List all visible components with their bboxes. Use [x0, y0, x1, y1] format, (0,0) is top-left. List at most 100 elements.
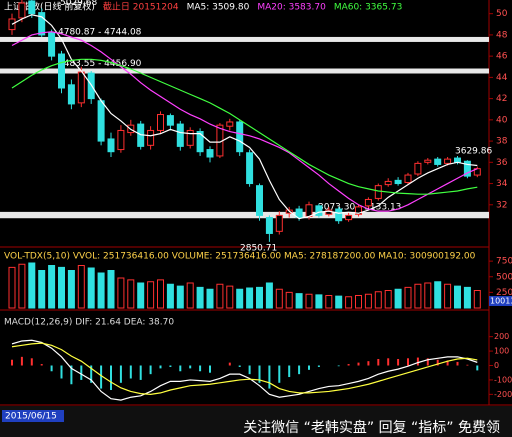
volume-bar	[236, 288, 244, 309]
candle-body	[305, 204, 313, 217]
candle-body	[176, 123, 184, 147]
volume-bar	[295, 293, 303, 309]
volume-bar	[97, 272, 105, 309]
candle-body	[166, 115, 174, 126]
candle-body	[394, 179, 402, 185]
volume-bar	[404, 286, 412, 309]
volume-bar	[444, 283, 452, 309]
volume-last-label: 10013	[490, 297, 512, 306]
candle-body	[424, 159, 432, 163]
header-text: 截止日 20151204	[103, 1, 179, 13]
volume-bar	[364, 293, 372, 309]
volume-bar	[28, 262, 36, 309]
volume-bar	[463, 286, 471, 309]
candle-body	[67, 84, 75, 105]
volume-bar	[305, 293, 313, 309]
candle-body	[38, 12, 46, 36]
volume-bar	[315, 294, 323, 309]
volume-bar	[127, 279, 135, 309]
candle-body	[345, 214, 353, 221]
volume-bar	[186, 282, 194, 309]
volume-bar	[414, 283, 422, 309]
ma-line	[11, 58, 478, 195]
candle-body	[206, 149, 214, 158]
volume-bar	[48, 265, 56, 309]
dif-line	[11, 339, 478, 401]
candle-body	[186, 129, 194, 146]
ma-line	[11, 31, 478, 212]
volume-bar	[67, 270, 75, 309]
y-tick-label: 48	[496, 30, 508, 40]
volume-bar	[335, 295, 343, 309]
volume-bar	[256, 286, 263, 309]
candle-body	[236, 121, 244, 153]
y-tick-label: 34	[496, 179, 508, 189]
volume-title: VOL-TDX(5,10) VVOL: 251736416.00 VOLUME:…	[4, 252, 476, 262]
zone-label: 4780.87 - 4744.08	[58, 27, 142, 37]
volume-bar	[147, 281, 155, 309]
volume-bar	[434, 281, 442, 309]
candle-body	[77, 71, 85, 104]
volume-bar	[87, 267, 95, 309]
candle-body	[364, 198, 372, 207]
header-text: MA60: 3365.73	[334, 3, 402, 13]
candle-body	[454, 157, 461, 163]
candle-body	[384, 180, 392, 186]
gap-zone	[0, 211, 489, 219]
volume-bar	[384, 290, 392, 309]
candle-body	[463, 160, 471, 177]
candle-body	[265, 217, 273, 234]
candle-body	[404, 174, 412, 183]
volume-bar	[325, 295, 333, 309]
y-tick-label: 36	[496, 158, 508, 168]
volume-bar	[38, 270, 46, 309]
volume-bar	[394, 288, 402, 309]
candle-body	[414, 162, 422, 175]
y-tick-label: 250	[496, 288, 512, 298]
candle-body	[18, 2, 26, 19]
date-box	[2, 410, 64, 422]
header-text: 上证指数(日线 前复权)	[4, 1, 95, 13]
volume-bar	[8, 266, 16, 309]
volume-bar	[77, 265, 85, 309]
candle-body	[48, 32, 56, 57]
volume-bar	[345, 296, 353, 309]
volume-bar	[206, 288, 214, 309]
status-bar	[0, 406, 512, 437]
gap-zone	[0, 36, 489, 42]
y-tick-label: 100	[494, 347, 509, 356]
candle-body	[117, 129, 125, 151]
y-tick-label: 46	[496, 52, 508, 62]
y-tick-label: 44	[496, 73, 508, 83]
volume-bar	[226, 285, 234, 309]
candle-body	[355, 206, 362, 215]
price-annotation: 5029.68	[60, 0, 97, 8]
candle-body	[97, 100, 105, 142]
zone-label: 4483.55 - 4456.90	[58, 59, 142, 69]
candle-body	[444, 158, 452, 164]
volume-bar	[454, 285, 461, 309]
volume-bar	[157, 279, 164, 309]
candle-body	[226, 121, 234, 127]
header-text: MA5: 3509.80	[187, 3, 250, 13]
candle-body	[335, 208, 343, 222]
volume-bar	[265, 282, 273, 309]
volume-bar	[58, 266, 65, 309]
last-value-box	[489, 296, 512, 306]
price-annotation: 2850.71	[240, 243, 277, 253]
candle-body	[246, 152, 254, 185]
volume-bar	[473, 290, 481, 309]
volume-bar	[275, 288, 283, 309]
candle-body	[28, 0, 36, 15]
dea-line	[11, 342, 478, 395]
candle-body	[147, 129, 155, 146]
volume-bar	[285, 291, 293, 309]
y-tick-label: 38	[496, 137, 508, 147]
volume-bar	[107, 270, 115, 309]
gap-zone	[0, 68, 489, 74]
y-tick-label: 750	[496, 257, 512, 267]
candle-body	[58, 53, 65, 89]
candle-body	[315, 205, 323, 216]
watermark: 关注微信 “老韩实盘” 回复 “指标” 免费领	[243, 419, 500, 436]
y-tick-label: 40	[496, 115, 508, 125]
